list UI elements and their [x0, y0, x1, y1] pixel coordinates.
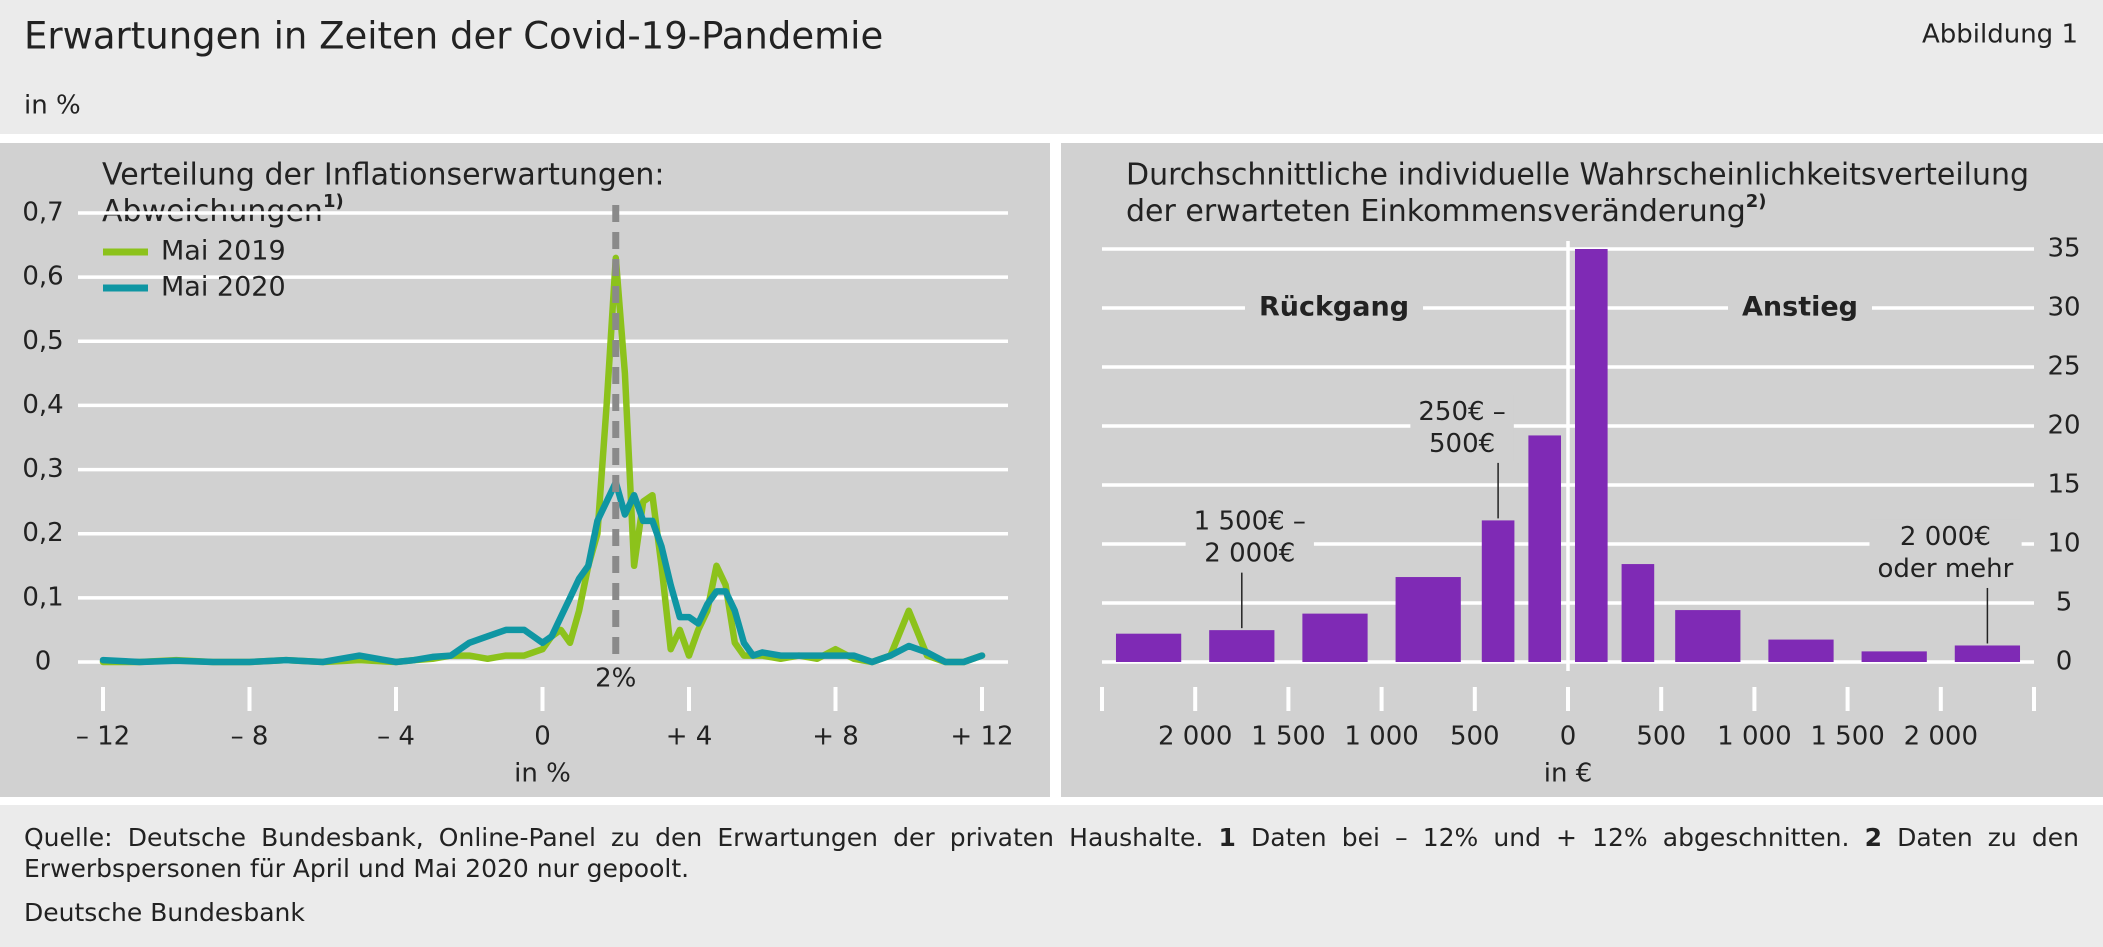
annotation: 2 000€oder mehr [1869, 519, 2022, 644]
x-axis-label: in % [514, 759, 571, 789]
x-tick-label: – 4 [377, 722, 415, 752]
bar [1675, 610, 1741, 662]
chart-title: Abweichungen1) [102, 191, 344, 229]
annotation-label: 250€ – [1418, 397, 1505, 427]
note-number: 1 [1218, 823, 1236, 852]
reference-label: 2% [595, 664, 636, 694]
note-text: Daten zu den Erwerbspersonen für April u… [24, 823, 2079, 883]
chart-title: Verteilung der Inflationserwartungen: [102, 158, 665, 193]
label-background [1869, 519, 2022, 586]
y-tick-label: 30 [2047, 293, 2080, 323]
y-tick-label: 0,6 [22, 262, 63, 292]
x-tick-label: 2 000 [1158, 722, 1232, 752]
y-tick-label: 0,5 [22, 326, 63, 356]
x-axis-label: in € [1544, 759, 1593, 789]
x-tick-label: 1 500 [1251, 722, 1325, 752]
x-tick-label: + 8 [812, 722, 859, 752]
label-background [1185, 504, 1314, 571]
x-tick-label: 0 [534, 722, 551, 752]
x-tick-label: 500 [1636, 722, 1686, 752]
y-tick-label: 15 [2047, 470, 2080, 500]
annotation-label: 1 500€ – [1194, 507, 1306, 537]
bar [1209, 630, 1275, 662]
y-tick-label: 25 [2047, 352, 2080, 382]
region-label: Anstieg [1742, 292, 1858, 323]
legend-label: Mai 2019 [161, 236, 286, 267]
x-tick-label: + 12 [950, 722, 1013, 752]
figure-title: Erwartungen in Zeiten der Covid-19-Pande… [24, 15, 883, 58]
y-tick-label: 10 [2047, 529, 2080, 559]
x-tick-label: 1 000 [1717, 722, 1791, 752]
bar [1861, 651, 1927, 662]
chart-title: Durchschnittliche individuelle Wahrschei… [1126, 158, 2029, 193]
y-tick-label: 0,7 [22, 198, 63, 228]
label-background [1244, 302, 1424, 314]
publisher: Deutsche Bundesbank [24, 898, 305, 927]
unit-label: in % [24, 91, 81, 121]
legend-label: Mai 2020 [161, 272, 286, 303]
y-tick-label: 0,4 [22, 390, 63, 420]
bar [1768, 639, 1834, 662]
x-tick-label: + 4 [666, 722, 713, 752]
annotation-label: oder mehr [1877, 554, 2013, 584]
y-tick-label: 35 [2047, 234, 2080, 264]
label-background [1410, 394, 1514, 461]
bar [1481, 520, 1515, 662]
x-tick-label: 2 000 [1904, 722, 1978, 752]
x-tick-label: 0 [1560, 722, 1577, 752]
y-tick-label: 0,3 [22, 454, 63, 484]
title-note: 2) [1746, 191, 1767, 212]
bar [1528, 435, 1562, 662]
source: Quelle: Deutsche Bundesbank, Online-Pane… [24, 823, 1204, 852]
annotation: 1 500€ –2 000€ [1185, 504, 1314, 629]
annotation-label: 500€ [1429, 429, 1495, 459]
bar [1954, 645, 2021, 662]
note-text: Daten bei – 12% und + 12% abgeschnitten. [1251, 823, 1850, 852]
label-background [1728, 302, 1872, 314]
x-tick-label: 1 500 [1810, 722, 1884, 752]
footnotes: Quelle: Deutsche Bundesbank, Online-Pane… [24, 822, 2079, 884]
bar [1621, 564, 1655, 662]
y-tick-label: 0 [2056, 647, 2073, 677]
chart-title-line: der erwarteten Einkommensveränderung [1126, 194, 1746, 229]
y-tick-label: 5 [2056, 588, 2073, 618]
y-tick-label: 20 [2047, 411, 2080, 441]
annotation-label: 2 000€ [1204, 539, 1295, 569]
chart-title-line: Abweichungen [102, 194, 323, 229]
chart-title: der erwarteten Einkommensveränderung2) [1126, 191, 1767, 229]
region-label: Rückgang [1259, 292, 1409, 323]
y-tick-label: 0,1 [22, 582, 63, 612]
note-number: 2 [1864, 823, 1882, 852]
bar [1574, 249, 1608, 662]
x-tick-label: – 8 [231, 722, 269, 752]
figure-label: Abbildung 1 [1922, 20, 2078, 50]
x-tick-label: – 12 [76, 722, 130, 752]
y-tick-label: 0,2 [22, 518, 63, 548]
annotation: 250€ –500€ [1410, 394, 1514, 519]
bar [1115, 633, 1182, 662]
x-tick-label: 500 [1450, 722, 1500, 752]
bar [1395, 577, 1461, 662]
title-note: 1) [323, 191, 344, 212]
y-tick-label: 0 [35, 647, 52, 677]
series-line [99, 479, 986, 666]
annotation-label: 2 000€ [1900, 522, 1991, 552]
bar [1302, 613, 1368, 662]
x-tick-label: 1 000 [1344, 722, 1418, 752]
